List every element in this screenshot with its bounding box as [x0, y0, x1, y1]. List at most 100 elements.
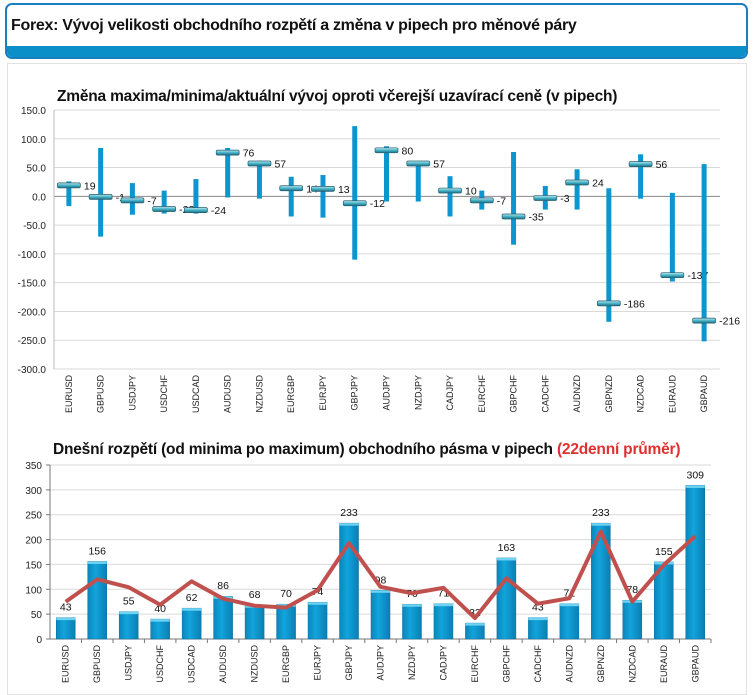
data-label: 80	[402, 145, 414, 157]
x-tick-label: EURGBP	[286, 375, 296, 413]
data-label: 62	[186, 592, 198, 604]
range-bar-top	[528, 617, 548, 621]
x-tick-label: GBPNZD	[604, 375, 614, 413]
y-tick-label: -150.0	[18, 279, 47, 290]
chart-title-range: Dnešní rozpětí (od minima po maximum) ob…	[53, 441, 681, 459]
data-label: -12	[370, 198, 385, 210]
x-tick-label: EURJPY	[313, 645, 323, 681]
current-marker	[692, 317, 716, 324]
data-label: 70	[280, 588, 292, 600]
data-label: 56	[656, 159, 668, 171]
data-label: 233	[340, 507, 358, 519]
current-marker	[342, 200, 367, 207]
page-title: Forex: Vývoj velikosti obchodního rozpět…	[11, 17, 577, 34]
chart-title-change: Změna maxima/minima/aktuální vývoj oprot…	[57, 88, 618, 105]
range-bar-top	[339, 523, 359, 526]
x-tick-label: USDCHF	[159, 374, 169, 412]
x-tick-label: EURUSD	[64, 375, 74, 414]
data-label: 86	[217, 580, 229, 592]
x-tick-label: NZDCAD	[627, 645, 637, 683]
x-tick-label: AUDUSD	[223, 375, 233, 414]
x-tick-label: CADCHF	[533, 644, 543, 682]
data-label: 156	[88, 545, 106, 557]
y-tick-label: 100	[25, 585, 42, 596]
high-low-bar	[638, 154, 644, 199]
x-tick-label: NZDUSD	[254, 375, 264, 413]
range-bar-top	[182, 608, 202, 611]
x-tick-label: USDJPY	[124, 645, 134, 681]
y-tick-label: -100.0	[18, 250, 47, 261]
range-bar	[150, 618, 170, 640]
current-marker	[501, 213, 526, 220]
data-label: 309	[686, 469, 704, 481]
range-bar	[528, 617, 548, 640]
current-marker	[406, 160, 431, 167]
data-label: 40	[154, 603, 166, 615]
x-tick-label: CADJPY	[438, 645, 448, 681]
current-marker	[279, 185, 304, 192]
current-marker	[469, 197, 494, 204]
y-tick-label: 150.0	[21, 106, 46, 117]
range-bar-top	[685, 485, 705, 488]
range-bar-top	[402, 604, 422, 607]
current-marker	[660, 272, 685, 279]
current-marker	[184, 207, 208, 213]
y-tick-label: -200.0	[18, 307, 47, 318]
range-bar	[339, 522, 359, 640]
high-low-bar	[669, 192, 675, 282]
y-tick-label: 50.0	[27, 164, 47, 175]
range-bar-top	[496, 557, 516, 561]
range-bar	[622, 599, 643, 640]
current-marker	[374, 147, 399, 154]
x-tick-label: NZDJPY	[413, 375, 423, 410]
y-tick-label: 150	[25, 560, 42, 571]
y-tick-label: 250	[25, 511, 42, 522]
chart-title-range-main: Dnešní rozpětí (od minima po maximum) ob…	[53, 441, 553, 458]
x-tick-label: AUDJPY	[382, 375, 392, 411]
data-label: 55	[123, 596, 135, 608]
high-low-bar	[288, 176, 294, 217]
data-label: -3	[560, 193, 569, 205]
x-tick-label: EURCHF	[477, 374, 487, 412]
x-tick-label: EURUSD	[61, 645, 71, 684]
data-label: 24	[592, 178, 604, 190]
y-tick-label: 350	[25, 461, 42, 472]
x-tick-label: CADJPY	[445, 375, 455, 411]
current-marker	[565, 179, 589, 186]
current-marker	[247, 160, 272, 167]
high-low-bar	[511, 152, 517, 245]
range-bar	[118, 611, 139, 640]
data-label: 19	[84, 180, 96, 192]
y-tick-label: -50.0	[23, 221, 46, 232]
current-marker	[311, 186, 335, 192]
range-bar	[87, 561, 107, 640]
current-marker	[88, 194, 113, 200]
high-low-bar	[384, 146, 389, 202]
high-low-bar	[193, 179, 199, 214]
data-label: 43	[60, 602, 72, 614]
data-label: 98	[375, 574, 387, 586]
x-tick-label: AUDNZD	[564, 645, 574, 683]
data-label: 76	[243, 148, 255, 160]
data-label: -35	[529, 211, 544, 223]
x-tick-label: GBPCHF	[509, 375, 519, 413]
x-tick-label: GBPJPY	[350, 375, 360, 411]
x-tick-label: GBPNZD	[596, 645, 606, 683]
y-tick-label: 0.0	[32, 192, 46, 203]
data-label: 43	[532, 602, 544, 614]
high-low-bar	[415, 161, 421, 202]
high-low-bar	[606, 188, 612, 322]
data-label: 57	[274, 159, 286, 171]
range-bar	[559, 603, 580, 640]
range-bar-top	[465, 623, 485, 626]
data-label: 233	[592, 507, 610, 519]
range-bar-top	[87, 561, 107, 564]
high-low-bar	[320, 175, 326, 218]
range-bar	[685, 485, 706, 640]
high-low-bar	[98, 147, 104, 237]
y-tick-label: 0	[36, 635, 42, 646]
data-label: 155	[655, 546, 673, 558]
y-tick-label: -300.0	[18, 365, 47, 376]
current-marker	[215, 149, 240, 156]
